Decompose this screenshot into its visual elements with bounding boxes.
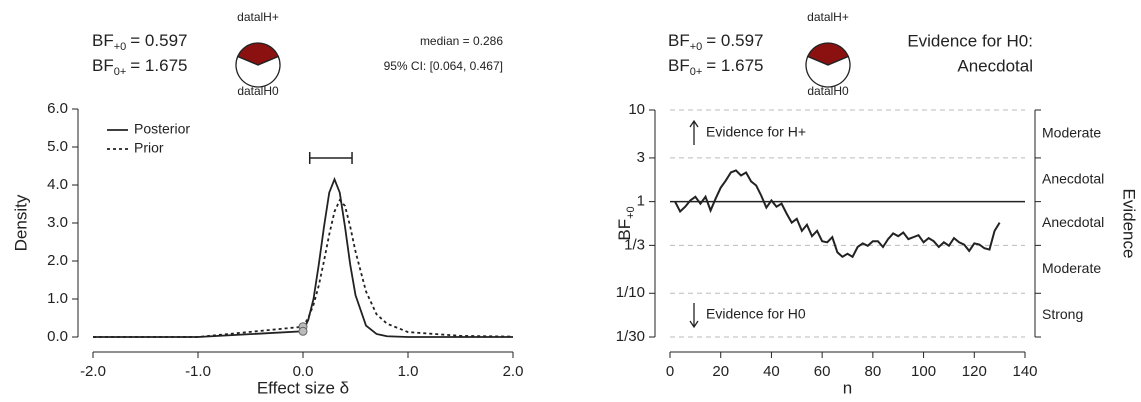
ci-label: 95% CI: [0.064, 0.467] (384, 59, 503, 73)
y-tick-label: 3.0 (47, 214, 68, 231)
series-line (93, 176, 513, 338)
y-tick-label: 1.0 (47, 290, 68, 307)
pie-label: datalH+ (237, 10, 279, 24)
y2-axis-label: Evidence (1120, 189, 1139, 259)
label-subscript: +0 (114, 41, 127, 53)
x-tick-label: 100 (911, 363, 936, 380)
label-text: BF (668, 31, 690, 50)
evidence-band-label: Anecdotal (1042, 170, 1104, 186)
annotation: Evidence for H+ (706, 124, 806, 140)
evidence-band-label: Strong (1042, 306, 1083, 322)
y-axis-label: Density (11, 194, 30, 251)
evidence-text: Evidence for H0: (907, 31, 1033, 50)
label: BF+0 = 0.597 (92, 31, 187, 52)
y-tick-label: 1/3 (624, 236, 645, 253)
x-tick-label: 1.0 (398, 363, 419, 380)
label-subscript: +0 (625, 206, 637, 219)
series-line (674, 169, 1001, 259)
pie-slice (235, 55, 281, 88)
label-text: BF (668, 56, 690, 75)
label: BF0+ = 1.675 (92, 56, 187, 77)
legend-label: Prior (134, 140, 164, 156)
y-tick-label: 3 (637, 149, 645, 166)
y-tick-label: 2.0 (47, 252, 68, 269)
y-tick-label: 0.0 (47, 328, 68, 345)
y-tick-label: 4.0 (47, 176, 68, 193)
y-tick-label: 6.0 (47, 100, 68, 117)
pie-label: datalH+ (807, 10, 849, 24)
x-tick-label: 0 (666, 363, 674, 380)
series-line (93, 198, 514, 338)
evidence-text: Anecdotal (957, 56, 1033, 75)
x-tick-label: 0.0 (293, 363, 314, 380)
label-text: BF (615, 219, 634, 241)
x-tick-label: 40 (763, 363, 780, 380)
evidence-band-label: Anecdotal (1042, 214, 1104, 230)
annotation: Evidence for H0 (706, 306, 806, 322)
pie-label: datalH0 (237, 84, 279, 98)
label-text: BF (92, 56, 114, 75)
y-tick-label: 1/10 (616, 284, 645, 301)
x-tick-label: 20 (712, 363, 729, 380)
y-tick-label: 1 (637, 193, 645, 210)
y-tick-label: 1/30 (616, 328, 645, 345)
y-tick-label: 5.0 (47, 138, 68, 155)
label-subscript: 0+ (690, 66, 703, 78)
label: BF+0 (615, 206, 636, 240)
label-value: = 0.597 (130, 31, 187, 50)
label-value: = 1.675 (706, 56, 763, 75)
x-axis-label: Effect size δ (257, 378, 349, 397)
x-tick-label: 120 (962, 363, 987, 380)
pie-slice (806, 42, 850, 66)
point (298, 326, 308, 336)
label-subscript: +0 (690, 41, 703, 53)
x-tick-label: 2.0 (503, 363, 524, 380)
label-subscript: 0+ (114, 66, 127, 78)
x-axis-label: n (843, 378, 852, 397)
legend-label: Posterior (134, 121, 190, 137)
x-tick-label: 80 (865, 363, 882, 380)
evidence-band-label: Moderate (1042, 125, 1101, 141)
x-tick-label: 60 (814, 363, 831, 380)
label: BF+0 = 0.597 (668, 31, 763, 52)
median: median = 0.286 (420, 34, 503, 48)
label-value: = 1.675 (130, 56, 187, 75)
x-tick-label: -1.0 (185, 363, 211, 380)
evidence-band-label: Moderate (1042, 260, 1101, 276)
label-text: BF (92, 31, 114, 50)
arrow (689, 303, 699, 329)
pie-slice (236, 42, 280, 66)
label: BF0+ = 1.675 (668, 56, 763, 77)
arrow (689, 119, 699, 145)
pie-label: datalH0 (807, 84, 849, 98)
label-value: = 0.597 (706, 31, 763, 50)
x-tick-label: -2.0 (80, 363, 106, 380)
x-tick-label: 140 (1012, 363, 1037, 380)
y-tick-label: 10 (628, 101, 645, 118)
pie-slice (805, 55, 851, 88)
